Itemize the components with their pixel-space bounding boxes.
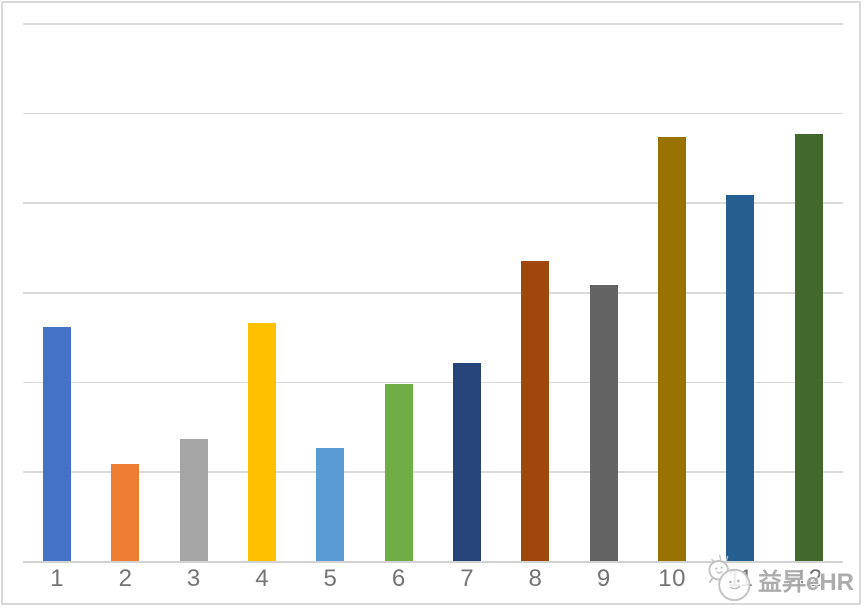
x-tick-label-10: 10 (658, 565, 686, 592)
bar-cell-7 (433, 23, 501, 561)
bar-4 (248, 322, 277, 561)
gridline (23, 23, 843, 25)
bar-3 (179, 439, 208, 561)
x-tick-label-12: 12 (794, 565, 823, 592)
bar-cell-10 (638, 23, 706, 561)
x-tick-label-3: 3 (186, 565, 201, 592)
bar-7 (453, 362, 482, 561)
bar-9 (589, 284, 618, 561)
plot-area (23, 23, 843, 563)
bar-cell-4 (228, 23, 296, 561)
x-tick-label-2: 2 (118, 565, 133, 592)
bar-2 (111, 464, 140, 561)
bar-cell-11 (706, 23, 774, 561)
bar-cell-9 (570, 23, 638, 561)
watermark-text: 益昇eHR (757, 568, 854, 596)
bar-cell-5 (296, 23, 364, 561)
bar-cell-8 (501, 23, 569, 561)
gridline (23, 471, 843, 473)
gridline (23, 292, 843, 294)
bar-11 (726, 195, 755, 561)
bar-1 (43, 326, 72, 561)
bar-cell-3 (160, 23, 228, 561)
bar-cell-2 (91, 23, 159, 561)
bar-6 (384, 384, 413, 561)
bar-8 (521, 260, 550, 561)
x-tick-label-8: 8 (528, 565, 543, 592)
gridline (23, 112, 843, 115)
x-tick-label-4: 4 (255, 565, 270, 592)
bar-cell-1 (23, 23, 91, 561)
x-tick-label-9: 9 (596, 565, 611, 592)
x-axis-line (23, 561, 843, 563)
x-axis-tick-labels: 123456789101112 (23, 565, 843, 593)
wechat-mascot-logo-icon (708, 554, 751, 602)
x-tick-label-1: 1 (50, 565, 65, 592)
gridline (23, 202, 843, 204)
gridline (23, 381, 843, 384)
bar-5 (316, 448, 345, 561)
bar-cell-12 (775, 23, 843, 561)
bar-cell-6 (365, 23, 433, 561)
x-tick-label-5: 5 (323, 565, 338, 592)
bar-12 (794, 134, 823, 561)
x-tick-label-7: 7 (460, 565, 475, 592)
x-tick-label-6: 6 (391, 565, 406, 592)
watermark: 益昇eHR (704, 551, 854, 607)
bar-10 (658, 136, 687, 561)
bar-series (23, 23, 843, 561)
